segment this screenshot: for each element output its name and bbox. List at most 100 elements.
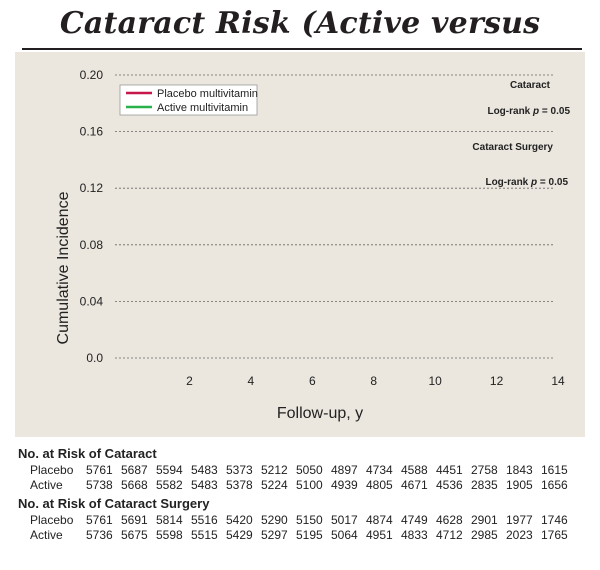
- cell-value: 4805: [366, 478, 393, 492]
- cell-value: 2758: [471, 463, 498, 477]
- cell-value: 5373: [226, 463, 253, 477]
- x-tick-label: 6: [309, 374, 316, 388]
- cell-value: 5483: [191, 463, 218, 477]
- x-tick-label: 2: [186, 374, 193, 388]
- cell-value: 4536: [436, 478, 463, 492]
- y-tick-label: 0.16: [80, 125, 104, 139]
- cell-value: 5297: [261, 528, 288, 542]
- chart-panel: 0.20 0.16 0.12 0.08 0.04 0.0 2 4 6 8 10 12 14 Cumul…: [15, 52, 585, 437]
- cell-value: 4628: [436, 513, 463, 527]
- table-row: Active 5738 5668 5582 5483 5378 5224 5100 4939 48…: [18, 478, 576, 493]
- risk-table-title: No. at Risk of Cataract Surgery: [18, 496, 210, 511]
- cell-value: 4897: [331, 463, 358, 477]
- cell-value: 5429: [226, 528, 253, 542]
- cell-value: 5687: [121, 463, 148, 477]
- cell-value: 2023: [506, 528, 533, 542]
- cell-value: 4734: [366, 463, 393, 477]
- cell-value: 4749: [401, 513, 428, 527]
- risk-table: Placebo 5761 5687 5594 5483 5373 5212 5050 4897 4…: [18, 463, 576, 493]
- cell-value: 2901: [471, 513, 498, 527]
- cell-value: 5195: [296, 528, 323, 542]
- cell-value: 1977: [506, 513, 533, 527]
- cell-value: 1615: [541, 463, 568, 477]
- cell-value: 5516: [191, 513, 218, 527]
- cell-value: 5378: [226, 478, 253, 492]
- cell-value: 5017: [331, 513, 358, 527]
- cell-value: 5212: [261, 463, 288, 477]
- annotation-cataract-suffix: = 0.05: [539, 106, 570, 117]
- cell-value: 1746: [541, 513, 568, 527]
- cell-value: 1765: [541, 528, 568, 542]
- cell-value: 5224: [261, 478, 288, 492]
- title-band: Cataract Risk (Active versus Placebo): [0, 0, 600, 89]
- x-tick-label: 4: [248, 374, 255, 388]
- annotation-cataract-prefix: Log-rank: [487, 106, 533, 117]
- cell-value: 4451: [436, 463, 463, 477]
- table-row: Active 5736 5675 5598 5515 5429 5297 5195 5064 49…: [18, 528, 576, 543]
- row-label: Placebo: [30, 463, 74, 477]
- x-tick-label: 12: [490, 374, 504, 388]
- cell-value: 5100: [296, 478, 323, 492]
- cell-value: 5150: [296, 513, 323, 527]
- cell-value: 5738: [86, 478, 113, 492]
- x-tick-label: 8: [370, 374, 377, 388]
- cell-value: 1656: [541, 478, 568, 492]
- cell-value: 2985: [471, 528, 498, 542]
- grid-lines: [115, 74, 555, 359]
- row-label: Placebo: [30, 513, 74, 527]
- row-label: Active: [30, 528, 63, 542]
- y-tick-label: 0.08: [80, 238, 104, 252]
- legend-box: [119, 84, 258, 116]
- cell-value: 5483: [191, 478, 218, 492]
- cell-value: 5691: [121, 513, 148, 527]
- cell-value: 5290: [261, 513, 288, 527]
- legend-label-placebo: Placebo multivitamin: [157, 88, 258, 100]
- cell-value: 4833: [401, 528, 428, 542]
- annotation-cataract: Cataract: [510, 80, 551, 91]
- cell-value: 5064: [331, 528, 358, 542]
- annotation-cataract-pvalue: Log-rank p = 0.05: [487, 106, 570, 117]
- cell-value: 4939: [331, 478, 358, 492]
- table-row: Placebo 5761 5691 5814 5516 5420 5290 5150 5017 4…: [18, 513, 576, 528]
- cell-value: 5736: [86, 528, 113, 542]
- x-tick-label: 14: [551, 374, 565, 388]
- cell-value: 5050: [296, 463, 323, 477]
- risk-table: Placebo 5761 5691 5814 5516 5420 5290 5150 5017 4…: [18, 513, 576, 543]
- cell-value: 1843: [506, 463, 533, 477]
- table-row: Placebo 5761 5687 5594 5483 5373 5212 5050 4897 4…: [18, 463, 576, 478]
- risk-tables: No. at Risk of Cataract Placebo 5761 5687 5…: [18, 444, 588, 546]
- cell-value: 4874: [366, 513, 393, 527]
- risk-table-surgery: No. at Risk of Cataract Surgery Placebo 5…: [18, 496, 588, 543]
- cell-value: 5598: [156, 528, 183, 542]
- cell-value: 5515: [191, 528, 218, 542]
- annotation-cataract-p: p: [532, 106, 539, 117]
- cell-value: 5582: [156, 478, 183, 492]
- cell-value: 2835: [471, 478, 498, 492]
- cell-value: 4588: [401, 463, 428, 477]
- y-tick-label: 0.0: [86, 351, 103, 365]
- risk-table-cataract: No. at Risk of Cataract Placebo 5761 5687 5…: [18, 446, 588, 493]
- cell-value: 1905: [506, 478, 533, 492]
- y-tick-labels: 0.20 0.16 0.12 0.08 0.04 0.0: [80, 68, 104, 365]
- legend-label-active: Active multivitamin: [157, 102, 248, 114]
- cell-value: 5761: [86, 463, 113, 477]
- annotation-surgery-suffix: = 0.05: [537, 177, 568, 188]
- cell-value: 4671: [401, 478, 428, 492]
- cell-value: 5761: [86, 513, 113, 527]
- y-tick-label: 0.04: [80, 294, 104, 308]
- y-tick-label: 0.12: [80, 181, 104, 195]
- cell-value: 4951: [366, 528, 393, 542]
- title-rule: [22, 48, 582, 50]
- x-axis-title: Follow-up, y: [277, 405, 363, 422]
- y-axis-title: Cumulative Incidence: [55, 191, 72, 344]
- annotation-surgery-prefix: Log-rank: [485, 177, 531, 188]
- risk-table-title: No. at Risk of Cataract: [18, 446, 157, 461]
- cell-value: 4712: [436, 528, 463, 542]
- row-label: Active: [30, 478, 63, 492]
- annotation-surgery-p: p: [530, 177, 537, 188]
- cell-value: 5420: [226, 513, 253, 527]
- x-tick-label: 10: [428, 374, 442, 388]
- x-tick-labels: 2 4 6 8 10 12 14: [186, 374, 565, 388]
- cell-value: 5668: [121, 478, 148, 492]
- cell-value: 5814: [156, 513, 183, 527]
